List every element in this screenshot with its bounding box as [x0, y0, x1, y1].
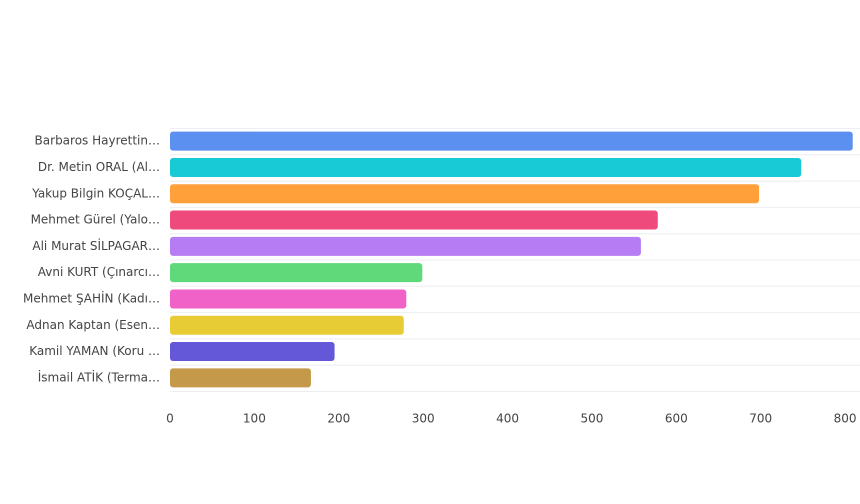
x-tick-label: 600 [665, 412, 688, 426]
bar [170, 236, 641, 256]
x-tick-label: 0 [166, 412, 174, 426]
y-tick-label: Avni KURT (Çınarcı… [38, 265, 160, 279]
x-tick-label: 400 [496, 412, 519, 426]
y-tick-label: Mehmet ŞAHİN (Kadı… [23, 290, 160, 305]
bar [170, 263, 423, 283]
x-tick-label: 300 [412, 412, 435, 426]
y-tick-label: Yakup Bilgin KOÇAL… [31, 186, 160, 200]
y-tick-label: İsmail ATİK (Terma… [38, 369, 160, 384]
y-tick-label: Adnan Kaptan (Esen… [26, 318, 160, 332]
x-tick-label: 100 [243, 412, 266, 426]
y-tick-label: Ali Murat SİLPAGAR… [32, 238, 160, 253]
y-tick-label: Kamil YAMAN (Koru … [29, 344, 160, 358]
bar [170, 131, 853, 151]
y-tick-label: Mehmet Gürel (Yalo… [31, 213, 160, 227]
x-tick-label: 200 [327, 412, 350, 426]
y-tick-label: Barbaros Hayrettin… [35, 134, 160, 148]
y-tick-label: Dr. Metin ORAL (Al… [38, 160, 160, 174]
bar [170, 368, 311, 388]
x-tick-label: 800 [834, 412, 857, 426]
bar [170, 157, 802, 177]
x-tick-label: 500 [580, 412, 603, 426]
bar [170, 315, 404, 335]
bar [170, 342, 335, 362]
bar [170, 210, 658, 230]
bar [170, 184, 760, 204]
bar [170, 289, 407, 309]
x-tick-label: 700 [749, 412, 772, 426]
